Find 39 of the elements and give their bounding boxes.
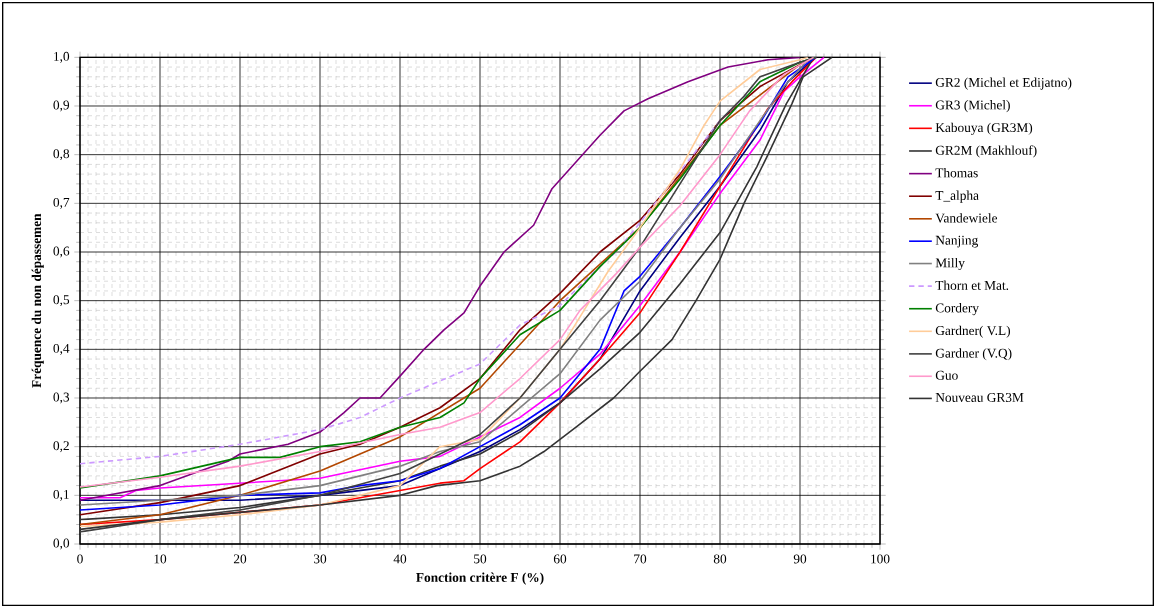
x-tick-label: 70 [634, 554, 647, 564]
legend-label: T_alpha [935, 190, 979, 203]
legend-label: GR3 (Michel) [935, 100, 1010, 113]
y-tick-label: 0,7 [53, 197, 70, 209]
legend-label: Cordery [935, 303, 979, 316]
x-tick-label: 40 [393, 554, 407, 564]
legend-label: Thomas [935, 168, 978, 178]
x-axis-title: Fonction critère F (%) [416, 572, 544, 585]
x-tick-label: 80 [713, 554, 727, 564]
x-tick-label: 10 [154, 554, 167, 564]
legend-label: Gardner( V.L) [935, 325, 1010, 338]
y-tick-label: 0,1 [53, 489, 69, 501]
legend-label: Kabouya (GR3M) [935, 122, 1033, 135]
x-tick-label: 100 [871, 554, 890, 564]
legend-label: GR2M (Makhlouf) [935, 145, 1037, 158]
y-axis-title: Fréquence du non dépassemen [31, 213, 44, 388]
y-tick-label: 0,3 [53, 392, 70, 404]
legend-label: Guo [935, 370, 958, 380]
x-tick-label: 0 [77, 554, 83, 564]
y-tick-label: 0,2 [53, 441, 69, 453]
y-tick-label: 0,6 [53, 246, 70, 258]
y-tick-label: 0,5 [53, 295, 70, 307]
y-tick-label: 0,8 [53, 149, 70, 161]
legend-label: Nanjing [935, 235, 979, 248]
x-tick-label: 20 [233, 554, 247, 564]
y-tick-label: 0,9 [53, 100, 70, 112]
x-tick-label: 50 [474, 554, 487, 564]
legend-label: GR2 (Michel et Edijatno) [935, 77, 1072, 90]
legend-label: Thorn et Mat. [935, 280, 1009, 290]
y-tick-label: 0,4 [53, 343, 70, 355]
x-tick-label: 90 [793, 554, 807, 564]
y-tick-label: 0,0 [53, 538, 70, 550]
legend-label: Milly [935, 257, 965, 271]
legend-label: Vandewiele [935, 213, 998, 223]
legend-label: Nouveau GR3M [935, 393, 1024, 402]
legend-label: Gardner (V.Q) [935, 348, 1012, 361]
x-tick-label: 60 [553, 554, 567, 564]
y-tick-label: 1,0 [54, 51, 70, 63]
x-tick-label: 30 [313, 554, 327, 564]
